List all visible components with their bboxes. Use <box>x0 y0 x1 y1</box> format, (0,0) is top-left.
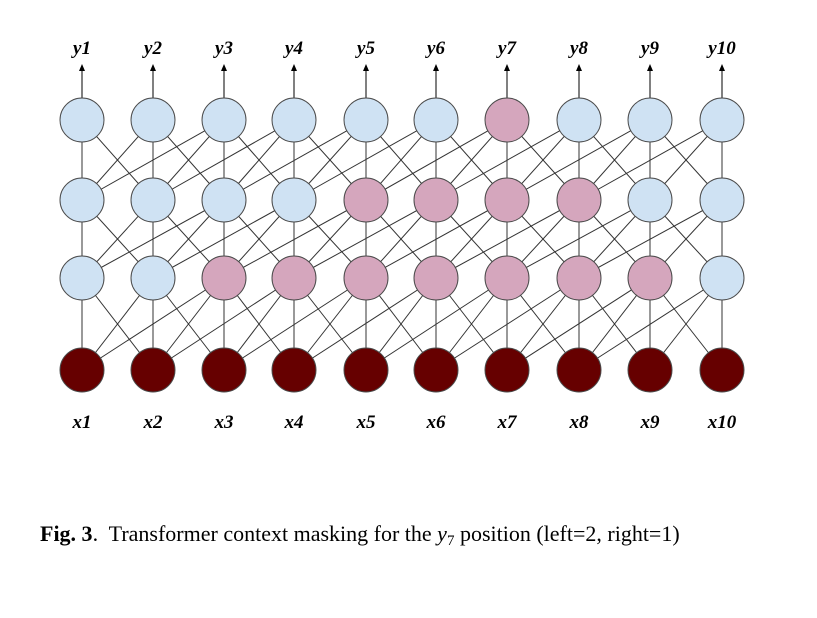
node-light <box>130 255 176 301</box>
network-nodes <box>59 97 745 393</box>
output-arrows <box>79 64 725 98</box>
edge <box>223 199 367 279</box>
output-label: y1 <box>71 38 91 59</box>
node-light <box>699 97 745 143</box>
node-light <box>699 177 745 223</box>
edge <box>152 199 295 279</box>
caption-text-before: Transformer context masking for the <box>98 521 438 546</box>
edge <box>435 119 580 201</box>
output-label: y4 <box>283 38 303 59</box>
input-label: x7 <box>497 412 519 433</box>
node-dark <box>556 347 602 393</box>
node-dark <box>130 347 176 393</box>
edge <box>293 199 437 279</box>
node-pink <box>556 177 602 223</box>
node-labels: y1 y2 y3 y4 y5 y6 y7 y8 y9 y10 x1 x2 x3 x4 x5 x6 x7 x8 x9 x… <box>71 38 737 433</box>
output-label: y10 <box>706 38 736 59</box>
node-dark <box>271 347 317 393</box>
node-light <box>59 177 105 223</box>
edge <box>506 119 651 201</box>
node-pink <box>627 255 673 301</box>
node-pink <box>201 255 247 301</box>
node-pink <box>484 255 530 301</box>
connection-edges <box>81 119 723 371</box>
output-label: y5 <box>355 38 375 59</box>
node-pink <box>271 255 317 301</box>
node-dark <box>484 347 530 393</box>
edge <box>578 199 723 279</box>
caption-text-after: position (left=2, right=1) <box>454 521 680 546</box>
node-light <box>556 97 602 143</box>
edge <box>365 199 508 279</box>
edge <box>365 277 508 371</box>
edge <box>81 119 225 201</box>
edge <box>578 277 723 371</box>
output-label: y3 <box>213 38 233 59</box>
node-dark <box>59 347 105 393</box>
node-light <box>59 97 105 143</box>
edge <box>435 199 580 279</box>
edge <box>293 119 437 201</box>
node-dark <box>201 347 247 393</box>
edge <box>152 277 295 371</box>
input-label: x1 <box>72 412 92 433</box>
input-label: x3 <box>214 412 234 433</box>
node-pink <box>556 255 602 301</box>
node-light <box>271 97 317 143</box>
node-light <box>59 255 105 301</box>
node-light <box>343 97 389 143</box>
caption-variable-subscript: 7 <box>446 533 455 549</box>
edge <box>81 277 225 371</box>
input-label: x10 <box>707 412 737 433</box>
input-label: x9 <box>640 412 661 433</box>
edge <box>223 277 367 371</box>
node-light <box>699 255 745 301</box>
output-label: y2 <box>142 38 162 59</box>
node-pink <box>343 177 389 223</box>
node-light <box>130 97 176 143</box>
edge <box>506 277 651 371</box>
edge <box>152 119 295 201</box>
node-dark <box>413 347 459 393</box>
output-label: y9 <box>639 38 659 59</box>
node-light <box>627 97 673 143</box>
node-pink <box>484 177 530 223</box>
figure-caption: Fig. 3. Transformer context masking for … <box>40 518 782 550</box>
node-light <box>201 97 247 143</box>
edge <box>435 277 580 371</box>
input-label: x8 <box>569 412 590 433</box>
node-pink <box>413 255 459 301</box>
node-pink <box>343 255 389 301</box>
node-light <box>627 177 673 223</box>
input-label: x4 <box>284 412 304 433</box>
node-dark <box>343 347 389 393</box>
edge <box>506 199 651 279</box>
node-pink <box>484 97 530 143</box>
edge <box>365 119 508 201</box>
node-dark <box>699 347 745 393</box>
edge <box>223 119 367 201</box>
edge <box>81 199 225 279</box>
caption-variable: y <box>437 521 447 546</box>
output-label: y8 <box>568 38 588 59</box>
transformer-masking-diagram: y1 y2 y3 y4 y5 y6 y7 y8 y9 y10 x1 x2 x3 x4 x5 x6 x7 x8 x9 x… <box>59 38 745 433</box>
output-label: y7 <box>496 38 517 59</box>
edge <box>293 277 437 371</box>
input-label: x2 <box>143 412 164 433</box>
node-light <box>201 177 247 223</box>
node-pink <box>413 177 459 223</box>
node-dark <box>627 347 673 393</box>
input-label: x5 <box>356 412 377 433</box>
node-light <box>130 177 176 223</box>
figure-label: Fig. 3 <box>40 521 93 546</box>
node-light <box>271 177 317 223</box>
output-label: y6 <box>425 38 445 59</box>
input-label: x6 <box>426 412 447 433</box>
edge <box>578 119 723 201</box>
caption-separator: . <box>92 521 99 546</box>
node-light <box>413 97 459 143</box>
